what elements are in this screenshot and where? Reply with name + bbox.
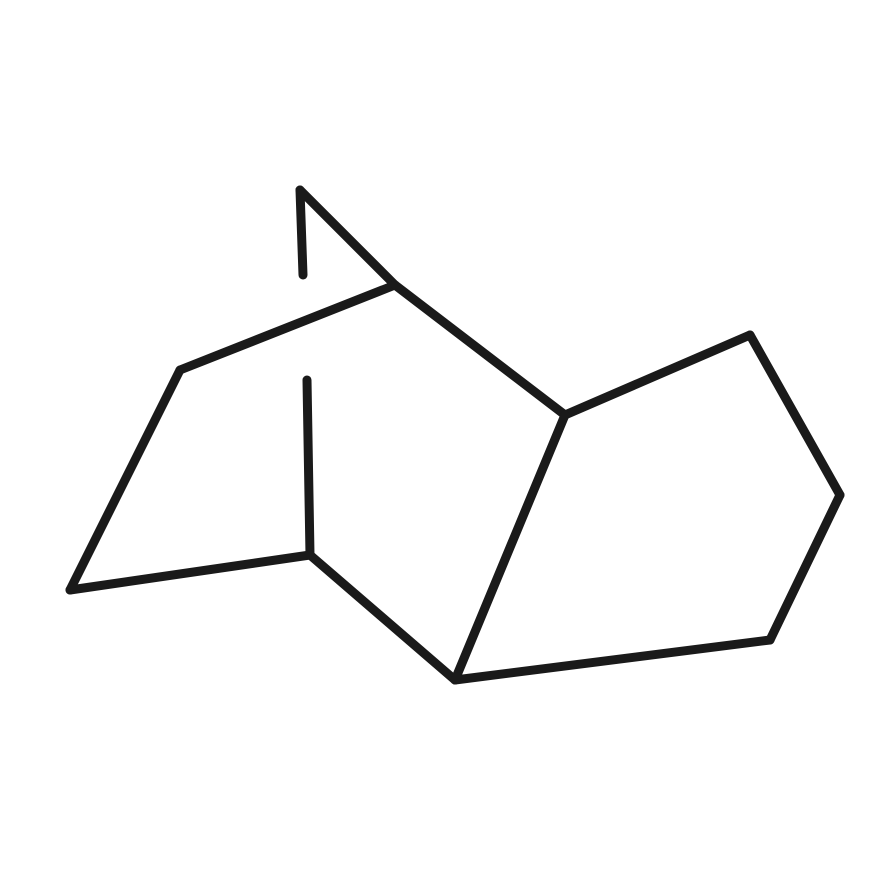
- diagram-background: [0, 0, 890, 890]
- bond-line: [307, 380, 310, 555]
- bond-line: [300, 190, 303, 275]
- chemical-structure-diagram: [0, 0, 890, 890]
